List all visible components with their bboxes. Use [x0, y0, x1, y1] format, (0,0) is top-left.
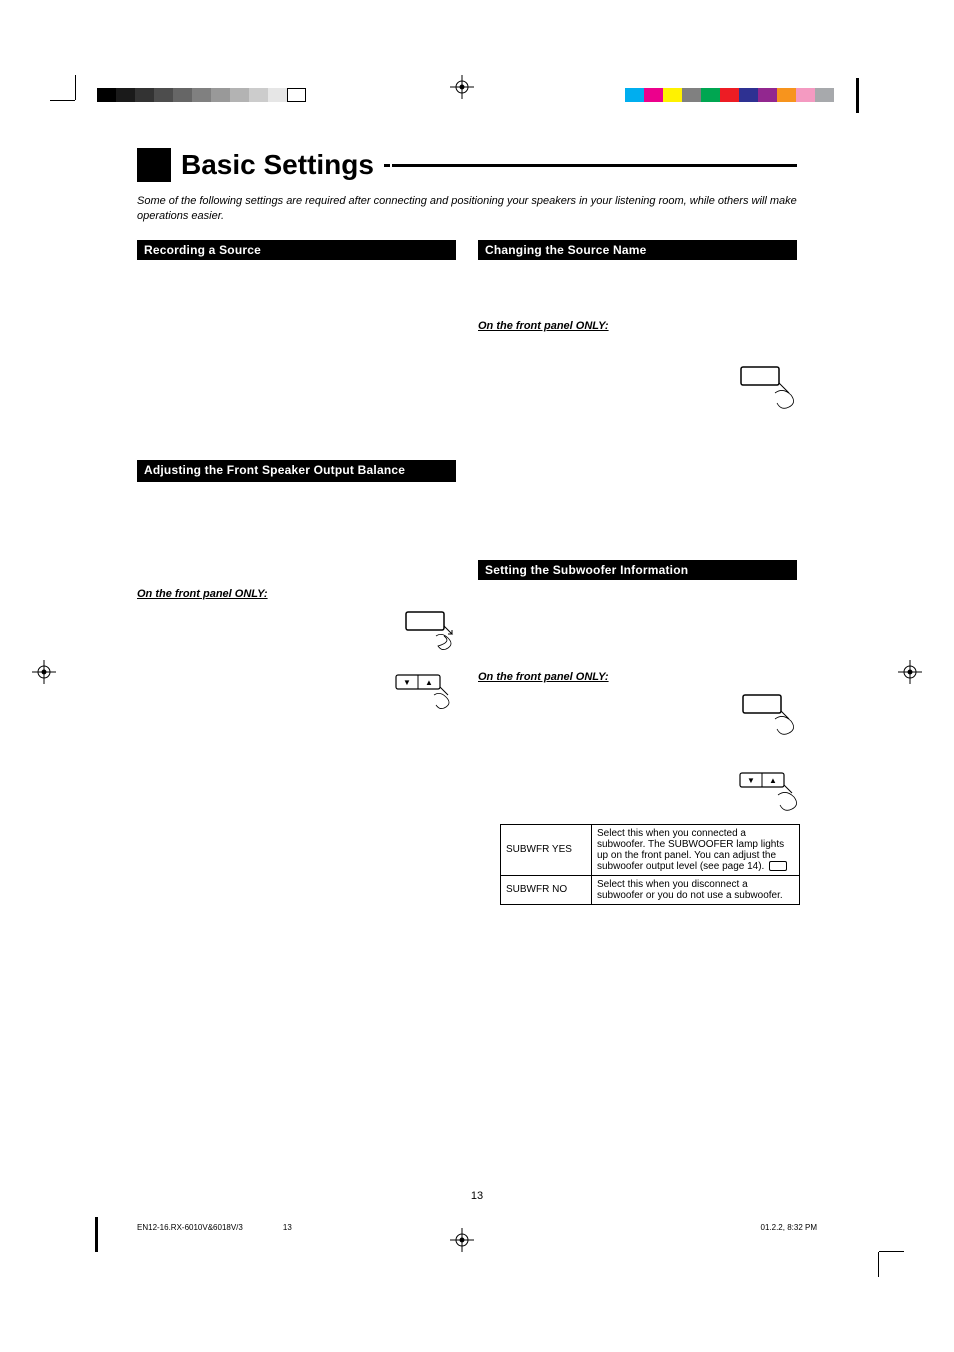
section-source-name: Changing the Source Name: [478, 240, 797, 260]
note-heading: Note:: [137, 388, 456, 400]
p: You can record any source playing throug…: [137, 268, 456, 327]
intro-text: Some of the following settings are requi…: [137, 194, 797, 224]
table-cell: SUBWFR YES: [501, 824, 592, 875]
source-name-button-icon: [735, 365, 797, 411]
grayscale-calibration-bar: [97, 88, 306, 102]
front-panel-only: On the front panel ONLY:: [478, 320, 797, 332]
page-number: 13: [0, 1190, 954, 1202]
color-calibration-bar: [625, 88, 834, 102]
section-subwoofer: Setting the Subwoofer Information: [478, 560, 797, 580]
section-front-balance: Adjusting the Front Speaker Output Balan…: [137, 460, 456, 482]
registration-mark-right: [898, 660, 922, 684]
before-heading: Before you start, remember...: [478, 612, 630, 624]
when-md: When changing the source name from "TAPE…: [478, 343, 768, 355]
svg-text:▼: ▼: [747, 776, 755, 785]
svg-text:▲: ▲: [425, 678, 433, 687]
section-recording-source: Recording a Source: [137, 240, 456, 260]
step-number: 2: [137, 669, 146, 686]
p: While recording, you can listen to the s…: [137, 335, 456, 380]
p: When you connected an MD recorder to the…: [478, 268, 797, 313]
subwoofer-table: SUBWFR YES Select this when you connecte…: [500, 824, 800, 905]
step-number: 2: [478, 767, 487, 784]
svg-text:▼: ▼: [403, 678, 411, 687]
front-panel-only: On the front panel ONLY:: [478, 671, 797, 683]
p: If the sound you hear from the right and…: [137, 490, 456, 520]
footer-date: 01.2.2, 8:32 PM: [761, 1223, 817, 1232]
setting-button-icon: [739, 693, 797, 735]
footer-filename: EN12-16.RX-6010V&6018V/3 13: [137, 1223, 292, 1232]
lamp-icon: [769, 861, 787, 871]
adjust-button-icon: [404, 610, 456, 652]
title-decoration-box: [137, 148, 171, 182]
registration-mark-bottom: [450, 1228, 474, 1252]
control-rocker-icon: ▼▲: [738, 767, 800, 813]
step-number: 1: [137, 610, 146, 627]
front-panel-only: On the front panel ONLY:: [137, 588, 456, 600]
p: Register whether you have connected a su…: [478, 588, 797, 603]
registration-mark-top: [450, 75, 474, 99]
svg-text:▲: ▲: [769, 776, 777, 785]
note-text: Without changing the source name, you ca…: [478, 484, 797, 538]
before-text: There is a time limit in doing the follo…: [137, 550, 456, 580]
table-cell: Select this when you disconnect a subwoo…: [592, 875, 800, 904]
control-rocker-icon: ▼▲: [394, 669, 456, 711]
table-cell: Select this when you connected a subwoof…: [592, 824, 800, 875]
registration-mark-left: [32, 660, 56, 684]
before-text: There is a time limit in doing the follo…: [478, 634, 797, 664]
note-heading: Note:: [478, 470, 797, 482]
page-title: Basic Settings: [181, 149, 374, 181]
table-row: SUBWFR YES Select this when you connecte…: [501, 824, 800, 875]
note-text: The output volume level, Loudness (see p…: [137, 402, 456, 443]
before-heading: Before you start, remember...: [137, 528, 289, 540]
step-bullet: • Pressing CONTROL ▼ decreases the right…: [159, 733, 456, 748]
table-cell: SUBWFR NO: [501, 875, 592, 904]
to-tape: To change the source name to "TAPE," pre…: [478, 417, 797, 462]
step-number: 1: [478, 693, 487, 710]
table-row: SUBWFR NO Select this when you disconnec…: [501, 875, 800, 904]
